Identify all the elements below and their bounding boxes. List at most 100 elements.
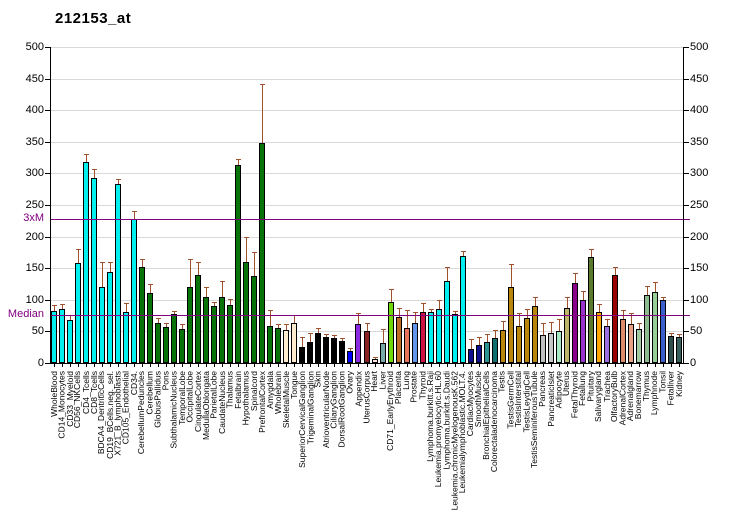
x-axis-tick [535, 363, 536, 367]
bar [460, 256, 466, 363]
x-axis-tick [503, 363, 504, 367]
x-axis-tick [591, 363, 592, 367]
error-bar-cap [509, 264, 514, 265]
bar [251, 276, 257, 363]
bar [51, 311, 57, 363]
bar [67, 320, 73, 363]
x-axis-tick [575, 363, 576, 367]
gridline [50, 79, 683, 80]
error-bar [214, 302, 215, 306]
y-axis-tick-left [45, 79, 50, 80]
error-bar [158, 318, 159, 323]
x-axis-tick [471, 363, 472, 367]
error-bar-cap [252, 252, 257, 253]
bar [227, 305, 233, 363]
x-axis-tick [246, 363, 247, 367]
error-bar-cap [541, 323, 546, 324]
error-bar [511, 264, 512, 287]
y-axis-tick-right [684, 331, 689, 332]
x-axis-tick [527, 363, 528, 367]
bar [99, 287, 105, 363]
error-bar [102, 262, 103, 287]
error-bar [495, 330, 496, 338]
x-axis-tick [679, 363, 680, 367]
error-bar [286, 324, 287, 330]
bar [628, 324, 634, 363]
gridline [50, 173, 683, 174]
y-tick-label-right: 450 [690, 73, 709, 85]
x-axis-tick [543, 363, 544, 367]
error-bar [607, 319, 608, 326]
error-bar-cap [196, 262, 201, 263]
y-tick-label-right: 200 [690, 231, 709, 243]
error-bar [318, 328, 319, 333]
x-axis-tick [302, 363, 303, 367]
error-bar [230, 299, 231, 305]
error-bar [166, 323, 167, 327]
y-axis-tick-left [45, 237, 50, 238]
error-bar-cap [324, 334, 329, 335]
error-bar-cap [316, 328, 321, 329]
error-bar [294, 315, 295, 323]
error-bar [254, 252, 255, 276]
y-axis-tick-right [684, 142, 689, 143]
bar [420, 312, 426, 363]
y-axis-tick-right [684, 363, 689, 364]
y-tick-label-left: 200 [25, 231, 44, 243]
error-bar-cap [268, 310, 273, 311]
error-bar-cap [445, 267, 450, 268]
bar [147, 293, 153, 363]
error-bar-cap [124, 303, 129, 304]
error-bar-cap [525, 309, 530, 310]
x-axis-tick [631, 363, 632, 367]
x-axis-tick [78, 363, 79, 367]
bar [436, 309, 442, 363]
y-axis-tick-left [45, 268, 50, 269]
error-bar-cap [485, 334, 490, 335]
bar [291, 323, 297, 363]
error-bar-cap [164, 323, 169, 324]
x-axis-tick [166, 363, 167, 367]
x-axis-tick [431, 363, 432, 367]
bar [195, 275, 201, 363]
error-bar-cap [276, 324, 281, 325]
y-tick-label-left: 350 [25, 136, 44, 148]
gridline [50, 110, 683, 111]
bar [259, 143, 265, 363]
reference-label-median: Median [7, 308, 44, 320]
error-bar [206, 287, 207, 297]
x-tick-label: Kidney [673, 371, 684, 397]
error-bar [551, 322, 552, 333]
error-bar [455, 311, 456, 314]
bar [107, 272, 113, 363]
error-bar [310, 333, 311, 342]
bar [500, 330, 506, 363]
x-axis-tick [551, 363, 552, 367]
error-bar-cap [501, 321, 506, 322]
error-bar-cap [461, 251, 466, 252]
bar [243, 262, 249, 363]
error-bar [246, 237, 247, 262]
bar [59, 309, 65, 363]
error-bar-cap [549, 322, 554, 323]
gridline [50, 205, 683, 206]
bar [131, 219, 137, 363]
error-bar-cap [76, 249, 81, 250]
error-bar-cap [60, 304, 65, 305]
bar [171, 314, 177, 363]
error-bar-cap [84, 154, 89, 155]
bar [564, 308, 570, 363]
x-axis-tick [399, 363, 400, 367]
x-axis-tick [479, 363, 480, 367]
bar [339, 341, 345, 363]
x-axis-tick [391, 363, 392, 367]
bar [572, 283, 578, 363]
x-axis-tick [623, 363, 624, 367]
error-bar-cap [300, 337, 305, 338]
error-bar [559, 319, 560, 331]
error-bar [174, 311, 175, 314]
error-bar [383, 329, 384, 343]
gridline [50, 300, 683, 301]
y-tick-label-right: 0 [690, 357, 697, 369]
y-axis-tick-right [684, 79, 689, 80]
